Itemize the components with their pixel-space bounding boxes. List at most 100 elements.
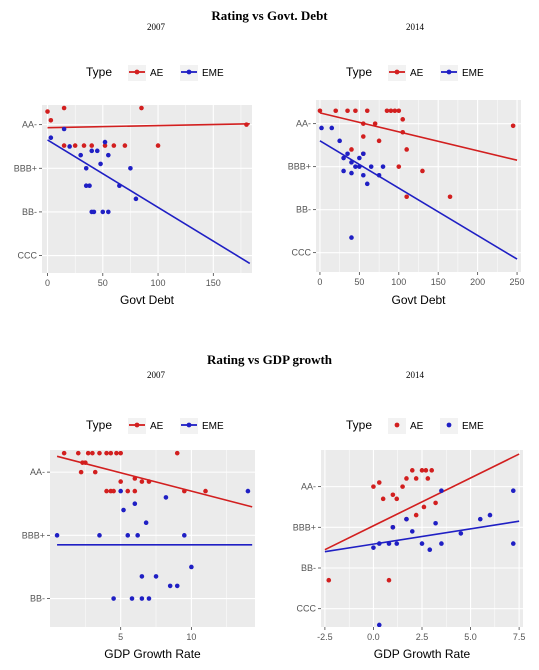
data-point-eme (125, 533, 131, 538)
plot-background (50, 450, 255, 627)
data-point-ae (114, 450, 119, 456)
data-point-eme (54, 533, 60, 538)
data-point-eme (458, 531, 464, 536)
data-point-ae (61, 105, 67, 111)
plot-area (317, 108, 518, 260)
data-point-ae (132, 488, 138, 494)
data-point-ae (384, 108, 390, 114)
data-point-ae (61, 450, 67, 456)
legend-key-point (394, 422, 400, 428)
y-tick-label: BBB+ (293, 522, 316, 532)
x-tick-label: 100 (391, 277, 406, 287)
data-point-eme (48, 135, 54, 141)
data-point-ae (104, 450, 109, 456)
data-point-ae (139, 105, 144, 111)
legend-key-point (446, 422, 452, 428)
data-point-ae (85, 450, 91, 456)
data-point-eme (83, 165, 89, 171)
x-tick-label: 2.5 (416, 632, 429, 642)
data-point-eme (245, 488, 251, 494)
data-point-eme (357, 155, 362, 161)
data-point-eme (361, 151, 366, 157)
data-point-eme (106, 209, 111, 215)
plot-area (54, 450, 253, 601)
data-point-eme (319, 125, 324, 131)
legend-key-point (134, 422, 140, 428)
data-point-ae (376, 138, 382, 144)
data-point-eme (128, 165, 133, 171)
data-point-ae (102, 143, 108, 148)
data-point-ae (90, 450, 95, 456)
data-point-eme (409, 529, 415, 534)
data-point-ae (361, 134, 366, 139)
data-point-eme (439, 541, 444, 546)
x-tick-label: 0 (45, 278, 50, 288)
data-point-ae (510, 123, 516, 129)
data-point-eme (153, 574, 159, 579)
data-point-ae (353, 108, 358, 114)
data-point-eme (135, 533, 140, 538)
data-point-ae (404, 476, 409, 481)
y-tick-label: BB- (30, 594, 45, 604)
y-tick-label: BBB+ (288, 162, 311, 172)
data-point-eme (94, 148, 100, 154)
data-point-eme (111, 596, 116, 601)
data-point-eme (349, 170, 354, 176)
data-point-ae (104, 488, 109, 494)
data-point-eme (143, 520, 149, 525)
legend-key-point (394, 69, 400, 75)
data-point-ae (420, 168, 425, 174)
fit-line-ae (47, 122, 250, 129)
data-point-ae (388, 108, 394, 114)
legend-key-point (186, 422, 192, 428)
data-point-ae (56, 100, 61, 105)
chart-panel-0: 2007 Type AE EME 0 50 100 150 CCC BB- BBB+ AA- Govt … (14, 22, 252, 307)
y-tick-label: AA- (301, 482, 316, 492)
data-point-ae (118, 479, 123, 484)
data-point-ae (371, 484, 376, 489)
data-point-eme (371, 545, 376, 550)
data-point-ae (203, 488, 208, 494)
data-point-eme (341, 168, 346, 174)
data-point-eme (368, 164, 374, 169)
data-point-ae (317, 108, 323, 114)
data-point-ae (70, 100, 75, 105)
y-tick-label: CCC (18, 251, 38, 261)
data-point-ae (349, 147, 354, 152)
data-point-ae (108, 450, 114, 456)
x-tick-label: 50 (354, 277, 364, 287)
data-point-eme (89, 148, 95, 154)
data-point-eme (83, 183, 89, 189)
chart-title: 2014 (406, 22, 425, 32)
legend-label-eme: EME (462, 421, 484, 432)
x-tick-label: 5.0 (464, 632, 477, 642)
data-point-ae (122, 143, 128, 148)
data-point-eme (129, 596, 135, 601)
y-tick-label: CCC (292, 248, 312, 258)
y-tick-label: BBB+ (22, 530, 45, 540)
data-point-ae (433, 500, 438, 506)
data-point-eme (121, 507, 126, 513)
data-point-ae (89, 143, 95, 148)
x-tick-label: -2.5 (317, 632, 333, 642)
data-point-ae (118, 450, 123, 456)
data-point-eme (353, 164, 358, 169)
y-tick-label: BB- (301, 563, 316, 573)
legend-label-eme: EME (202, 421, 224, 432)
data-point-ae (97, 450, 102, 456)
data-point-ae (78, 100, 83, 105)
data-point-eme (487, 512, 493, 518)
data-point-ae (155, 143, 161, 148)
data-point-ae (95, 100, 100, 105)
data-point-eme (404, 516, 409, 522)
data-point-ae (423, 468, 429, 473)
data-point-ae (429, 468, 435, 473)
data-point-eme (376, 622, 382, 627)
section-title-gdp: Rating vs GDP growth (206, 352, 333, 367)
data-point-eme (394, 541, 400, 546)
data-point-eme (364, 181, 370, 187)
x-tick-label: 0 (317, 277, 322, 287)
data-point-eme (167, 583, 173, 589)
x-tick-label: 200 (470, 277, 485, 287)
